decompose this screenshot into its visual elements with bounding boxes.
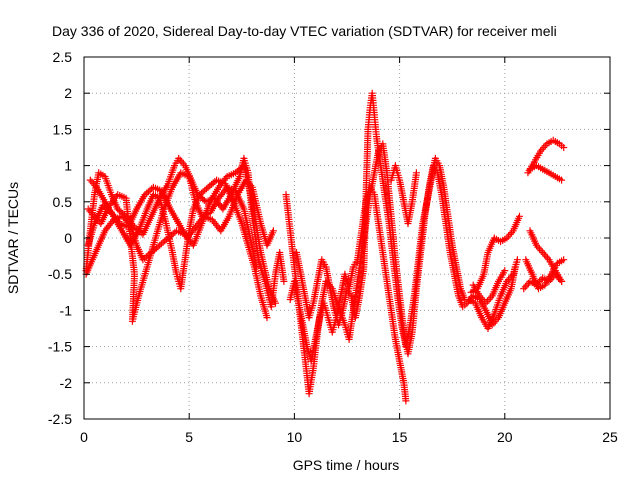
data-point-markers bbox=[465, 256, 521, 332]
x-tick-label: 10 bbox=[287, 429, 303, 445]
tick-labels: 0 5 10 15 20 25 -2.5 -2 -1.5 -1 -0.5 0 0.5 1 1.5 2 2.5 bbox=[48, 49, 618, 445]
grid bbox=[84, 57, 610, 419]
axis-ticks bbox=[83, 56, 611, 420]
y-axis-label: SDTVAR / TECUs bbox=[5, 182, 21, 294]
data-point-markers bbox=[286, 183, 410, 405]
y-tick-label: 2 bbox=[64, 85, 72, 101]
series-track-h bbox=[293, 89, 469, 351]
y-tick-label: 0.5 bbox=[53, 194, 73, 210]
data-point-markers bbox=[526, 162, 566, 184]
data-point-markers bbox=[467, 212, 523, 296]
y-tick-label: -2.5 bbox=[48, 411, 72, 427]
y-tick-label: -1.5 bbox=[48, 339, 72, 355]
x-tick-label: 20 bbox=[497, 429, 513, 445]
chart-title: Day 336 of 2020, Sidereal Day-to-day VTE… bbox=[52, 23, 557, 39]
data-point-markers bbox=[293, 89, 469, 351]
data-point-markers bbox=[84, 176, 277, 249]
plot-frame bbox=[83, 56, 611, 420]
data-point-markers bbox=[469, 267, 509, 307]
data-point-markers bbox=[387, 162, 420, 227]
x-axis-label: GPS time / hours bbox=[293, 457, 400, 473]
series-track-e bbox=[84, 176, 277, 249]
x-tick-label: 0 bbox=[80, 429, 88, 445]
y-tick-label: 1 bbox=[64, 158, 72, 174]
data-marks bbox=[82, 89, 568, 405]
series-track-r bbox=[526, 162, 566, 184]
data-point-markers bbox=[526, 227, 566, 285]
y-tick-label: -0.5 bbox=[48, 266, 72, 282]
series-track-l bbox=[467, 212, 523, 296]
series-track-i bbox=[387, 162, 420, 227]
series-track-m bbox=[469, 267, 509, 307]
series-track-g bbox=[286, 183, 410, 405]
x-tick-label: 5 bbox=[185, 429, 193, 445]
y-tick-label: 2.5 bbox=[53, 49, 73, 65]
x-tick-label: 25 bbox=[602, 429, 618, 445]
series-track-p bbox=[526, 227, 566, 285]
x-tick-label: 15 bbox=[392, 429, 408, 445]
series-track-c bbox=[84, 169, 260, 325]
y-tick-label: -1 bbox=[60, 302, 73, 318]
y-tick-label: 0 bbox=[64, 230, 72, 246]
y-tick-label: -2 bbox=[60, 375, 73, 391]
data-point-markers bbox=[84, 169, 260, 325]
y-tick-label: 1.5 bbox=[53, 121, 73, 137]
series-track-k bbox=[465, 256, 521, 332]
